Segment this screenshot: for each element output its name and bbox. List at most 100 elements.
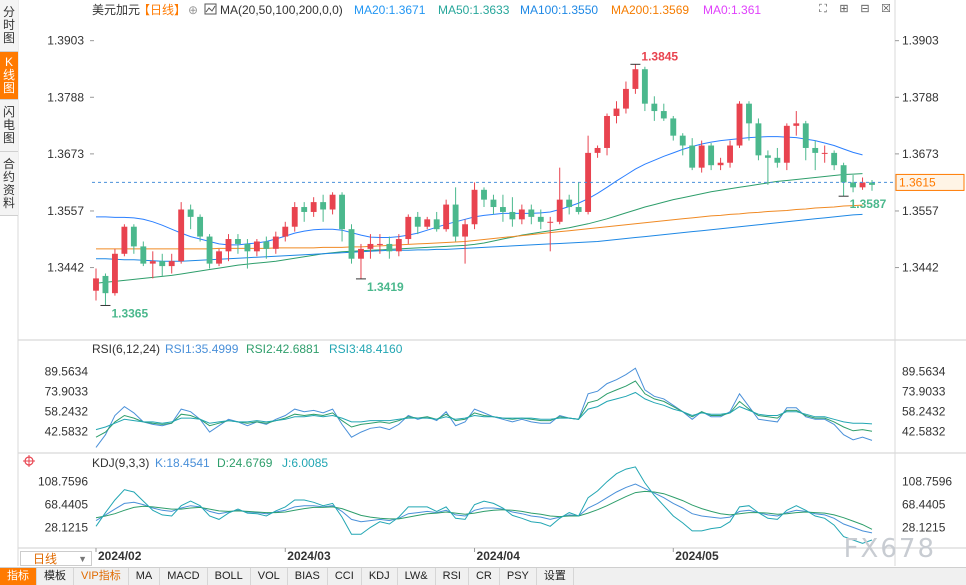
candle-body: [225, 239, 232, 252]
candle-body: [348, 229, 355, 259]
grid-lines: [17, 0, 966, 566]
candle-body: [537, 216, 544, 222]
ma-value-label: MA0:1.361: [703, 3, 761, 17]
rsi-title: RSI(6,12,24): [92, 342, 160, 356]
candle-body: [821, 152, 828, 154]
candle-body: [140, 246, 147, 264]
toolbar-item-4[interactable]: MACD: [160, 568, 208, 585]
ma-line-ma200: [96, 204, 863, 250]
kdj-tick-label-right: 108.7596: [902, 474, 952, 488]
extreme-label: 1.3419: [367, 280, 404, 294]
toolbar-item-3[interactable]: MA: [129, 568, 161, 585]
ma-value-label: MA200:1.3569: [611, 3, 689, 17]
toolbar-item-11[interactable]: RSI: [436, 568, 469, 585]
candle-body: [329, 194, 336, 210]
candle-body: [168, 261, 175, 267]
settings-icon[interactable]: ⊕: [188, 3, 198, 17]
candle-body: [121, 226, 128, 254]
kdj-tick-label-right: 28.1215: [902, 520, 946, 534]
rsi1-value: RSI1:35.4999: [165, 342, 239, 356]
price-tick-label-left: 1.3557: [47, 204, 84, 218]
toolbar-item-10[interactable]: LW&: [398, 568, 436, 585]
indicator-select-icon[interactable]: [204, 3, 217, 15]
candle-body: [623, 88, 629, 109]
candle-body: [481, 189, 487, 200]
candle-body: [367, 243, 374, 249]
candle-body: [187, 209, 194, 217]
toolbar-item-12[interactable]: CR: [469, 568, 500, 585]
toolbar-item-2[interactable]: VIP指标: [74, 568, 129, 585]
candle-body: [575, 207, 582, 212]
current-price-label: 1.3615: [899, 175, 936, 189]
candle-body: [462, 224, 469, 237]
toolbar-item-5[interactable]: BOLL: [208, 568, 251, 585]
ma-line-ma20: [96, 136, 863, 246]
candle-body: [235, 239, 241, 244]
period-selector[interactable]: 日线 ▼: [20, 551, 92, 566]
candle-body: [518, 209, 525, 220]
tab-contract-info[interactable]: 合约资料: [0, 152, 18, 216]
candle-body: [282, 226, 289, 237]
candle-body: [660, 111, 667, 119]
toolbar-item-0[interactable]: 指标: [0, 568, 37, 585]
candle-body: [272, 236, 279, 249]
rsi3-value: RSI3:48.4160: [329, 342, 403, 356]
toolbar-item-7[interactable]: BIAS: [288, 568, 328, 585]
candle-body: [831, 152, 838, 166]
toolbar-item-9[interactable]: KDJ: [362, 568, 398, 585]
rsi-tick-label-left: 73.9033: [45, 384, 89, 398]
candle-body: [490, 199, 497, 208]
ma-line-ma100: [96, 213, 863, 262]
toolbar-item-8[interactable]: CCI: [328, 568, 362, 585]
moving-averages: [95, 136, 863, 284]
rsi-line-rsi3: [95, 391, 873, 431]
candle-body: [443, 204, 450, 230]
candle-body: [840, 165, 847, 183]
candle-body: [689, 145, 696, 168]
ma-settings-label: MA(20,50,100,200,0,0): [220, 3, 343, 17]
indicator-toolbar: 指标 模板 VIP指标 MA MACD BOLL VOL BIAS CCI KDJ LW& RSI CR…: [0, 567, 966, 585]
fullscreen-icon[interactable]: ⛶: [819, 3, 827, 15]
toolbar-item-1[interactable]: 模板: [37, 568, 74, 585]
period-tag[interactable]: 【日线】: [138, 3, 186, 17]
price-tick-label-right: 1.3903: [902, 34, 939, 48]
candle-body: [802, 123, 809, 148]
rsi-line-rsi1: [95, 367, 873, 448]
ma-value-label: MA20:1.3671: [354, 3, 426, 17]
kdj-tick-label-left: 108.7596: [38, 474, 88, 488]
price-tick-label-left: 1.3903: [47, 34, 84, 48]
candle-body: [102, 275, 109, 294]
candle-body: [471, 189, 478, 225]
ma-line-ma50: [95, 173, 863, 284]
candle-body: [755, 123, 762, 156]
candle-body: [263, 241, 270, 249]
candle-body: [708, 145, 715, 166]
candle-body: [528, 209, 535, 217]
zoom-in-icon[interactable]: ⊞: [839, 3, 849, 15]
kdj-tick-label-left: 68.4405: [45, 497, 89, 511]
candle-body: [386, 243, 393, 252]
kdj-tick-label-left: 28.1215: [45, 520, 89, 534]
current-price-tag: [895, 173, 965, 191]
tab-flash[interactable]: 闪电图: [0, 100, 18, 152]
candle-body: [310, 202, 317, 212]
close-icon[interactable]: ☒: [881, 3, 891, 15]
tab-timeshare[interactable]: 分时图: [0, 0, 18, 52]
candle-body: [783, 125, 790, 163]
toolbar-item-13[interactable]: PSY: [500, 568, 537, 585]
zoom-out-icon[interactable]: ⊟: [860, 3, 870, 15]
toolbar-item-6[interactable]: VOL: [251, 568, 288, 585]
candle-body: [859, 182, 866, 188]
candle-body: [774, 157, 781, 163]
candle-body: [632, 69, 639, 89]
candle-body: [376, 243, 383, 245]
price-tick-label-left: 1.3788: [47, 90, 84, 104]
rsi-tick-label-left: 58.2432: [45, 404, 89, 418]
candle-body: [358, 248, 364, 259]
candle-body: [613, 108, 620, 116]
candle-body: [405, 216, 412, 240]
candle-body: [594, 147, 601, 153]
toolbar-item-14[interactable]: 设置: [537, 568, 574, 585]
